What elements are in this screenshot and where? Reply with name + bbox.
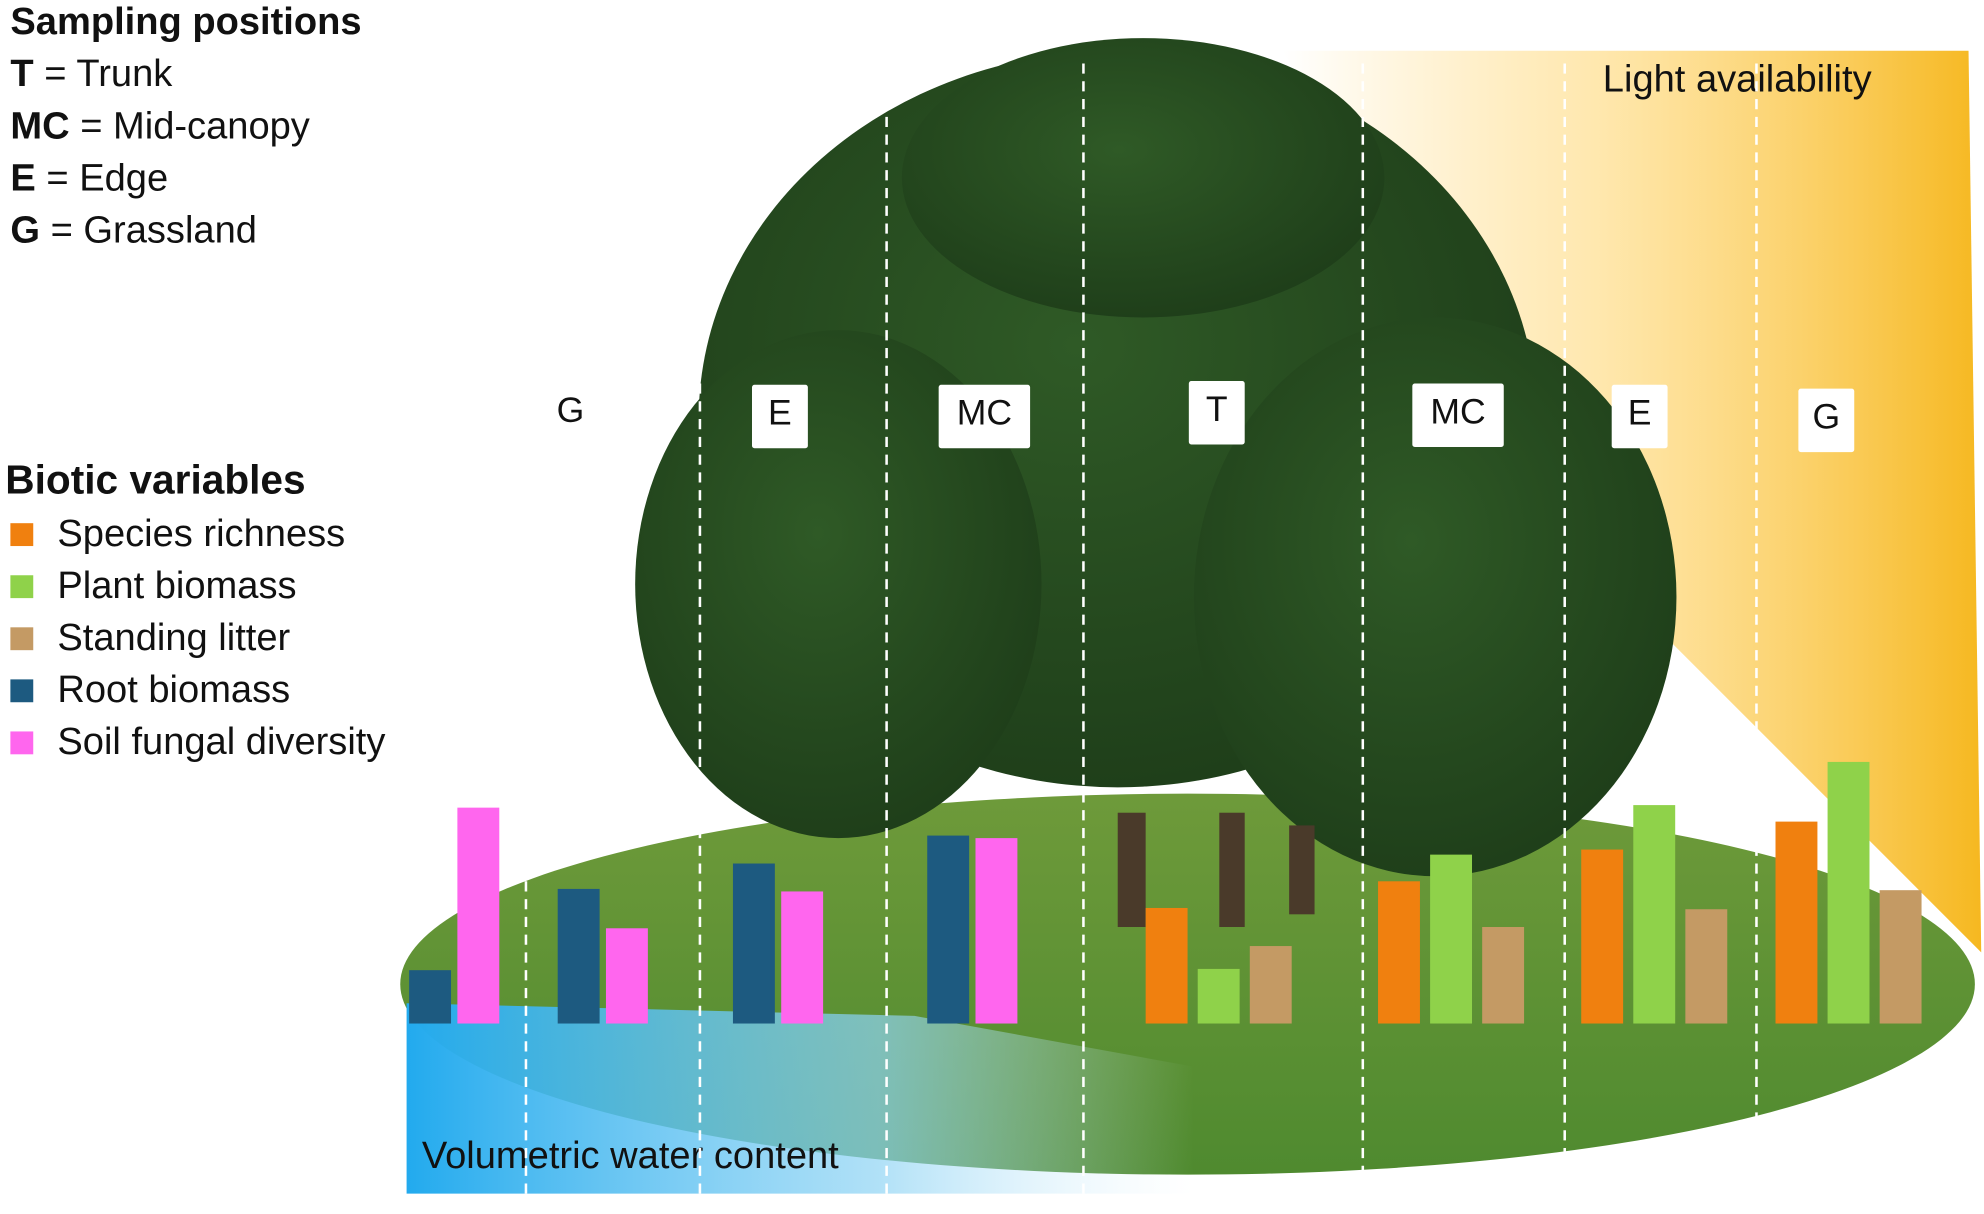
bar [1482, 927, 1525, 1024]
legend-item: E = Edge [10, 157, 168, 199]
position-box [751, 384, 808, 449]
legend-item: Standing litter [57, 617, 290, 659]
bar [1378, 881, 1420, 1024]
bar [1197, 968, 1240, 1024]
legend-swatch [10, 731, 34, 755]
tree-canopy [635, 38, 1677, 877]
bar [1879, 890, 1922, 1024]
water-gradient [406, 1003, 1194, 1194]
bar [1145, 907, 1188, 1024]
legend-abbr: T [10, 53, 33, 95]
position-box [938, 384, 1031, 449]
legend-abbr: MC [10, 105, 69, 147]
bar [457, 807, 500, 1024]
legend-swatch [10, 523, 34, 547]
bar [557, 888, 600, 1024]
bar [732, 863, 775, 1024]
legend-abbr: E [10, 157, 35, 199]
legend-definition: = Edge [46, 157, 168, 199]
bar [1775, 821, 1818, 1024]
bar [1430, 854, 1473, 1024]
position-label: MC [957, 393, 1012, 433]
legend-definition: = Grassland [51, 209, 257, 251]
position-label: E [1628, 393, 1652, 433]
legend-swatch [10, 627, 34, 651]
position-box [1188, 380, 1245, 445]
bar [605, 928, 648, 1024]
water-label: Volumetric water content [422, 1135, 839, 1177]
bar [1249, 946, 1292, 1024]
position-label: T [1206, 389, 1228, 429]
position-box [1412, 383, 1504, 447]
bar [1827, 761, 1870, 1024]
legend-definition: = Mid-canopy [80, 105, 310, 147]
legend-item: T = Trunk [10, 53, 173, 95]
bar [975, 838, 1018, 1024]
bar [1581, 849, 1624, 1024]
bar [927, 835, 970, 1024]
legend-item: Plant biomass [57, 565, 296, 607]
legend-item: Soil fungal diversity [57, 721, 385, 763]
legend-swatch [10, 679, 34, 703]
bar [1685, 909, 1728, 1024]
legend-abbr: G [10, 209, 40, 251]
position-label: G [557, 390, 585, 430]
position-box [1611, 384, 1668, 449]
legend-item: G = Grassland [10, 209, 257, 251]
position-label: MC [1430, 391, 1485, 431]
position-label: G [1812, 396, 1840, 436]
light-label: Light availability [1603, 58, 1872, 100]
position-label: E [768, 393, 792, 433]
tree-trunks [1117, 812, 1315, 928]
legend-definition: = Trunk [44, 53, 173, 95]
legend-item: MC = Mid-canopy [10, 105, 309, 147]
legend-title: Sampling positions [10, 1, 361, 43]
bar [1633, 805, 1676, 1024]
position-box [1798, 388, 1855, 453]
legend-item: Root biomass [57, 669, 290, 711]
legend-item: Species richness [57, 513, 345, 555]
legend-title: Biotic variables [5, 456, 305, 502]
legend-swatch [10, 575, 34, 599]
bar [409, 970, 452, 1024]
bar [781, 891, 824, 1024]
